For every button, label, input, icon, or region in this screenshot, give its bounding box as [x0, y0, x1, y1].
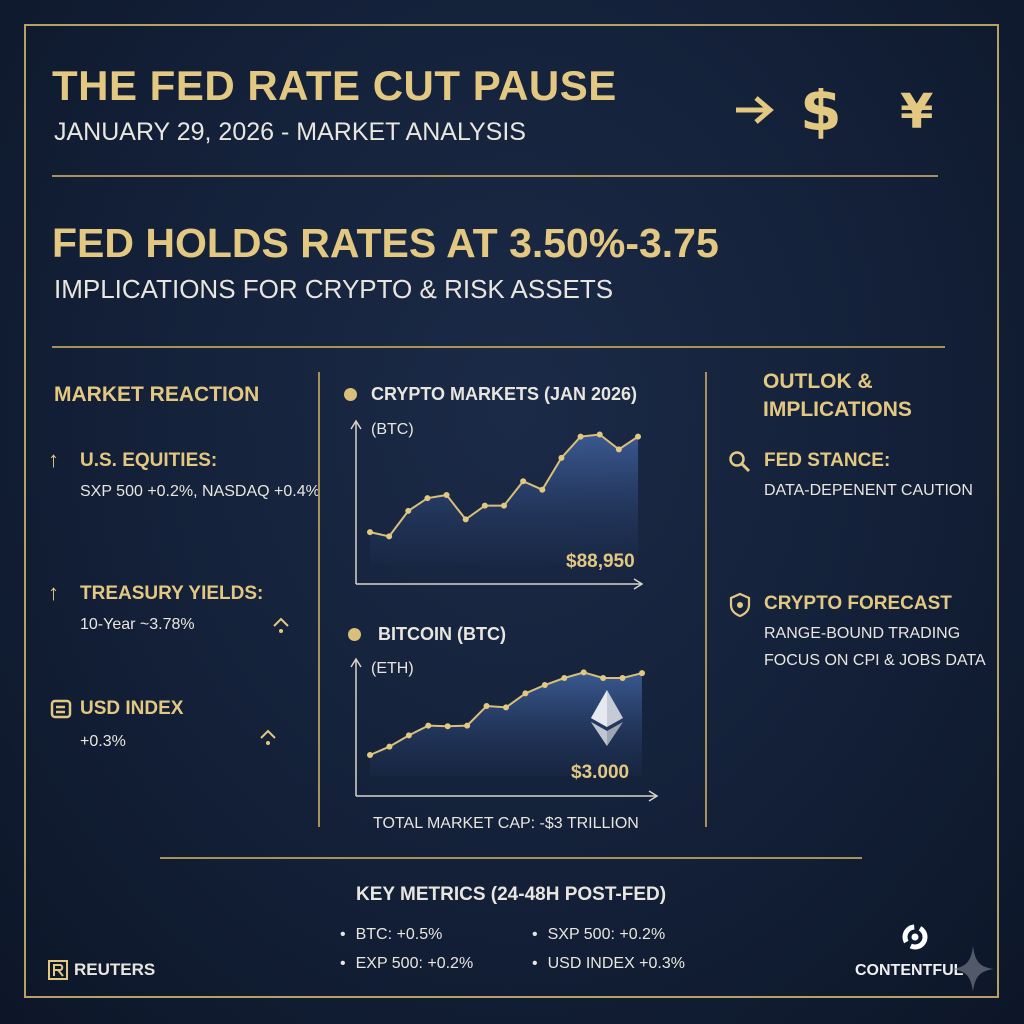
bitcoin-chart	[350, 657, 659, 802]
y-axis-arrow	[350, 657, 362, 668]
data-point	[600, 675, 607, 681]
page-subtitle: JANUARY 29, 2026 - MARKET ANALYSIS	[54, 118, 526, 146]
outlook-title-line2: IMPLICATIONS	[763, 398, 912, 421]
subheadline: IMPLICATIONS FOR CRYPTO & RISK ASSETS	[54, 274, 614, 304]
crypto-markets-chart	[350, 419, 644, 590]
usd-index-value: +0.3%	[80, 733, 126, 750]
page-title: THE FED RATE CUT PAUSE	[52, 62, 617, 109]
divider	[52, 346, 945, 348]
data-point	[405, 732, 412, 739]
crypto-forecast-label: CRYPTO FORECAST	[764, 593, 952, 614]
exchange-icon	[50, 699, 72, 719]
data-point	[481, 502, 488, 509]
data-point	[443, 492, 450, 498]
data-point	[405, 507, 412, 514]
fed-stance-value: DATA-DEPENENT CAUTION	[764, 482, 973, 499]
data-point	[367, 752, 373, 758]
crypto-forecast-line2: FOCUS ON CPI & JOBS DATA	[764, 652, 986, 669]
data-point	[462, 516, 469, 523]
data-point	[539, 486, 546, 493]
key-metrics-title: KEY METRICS (24-48H POST-FED)	[356, 884, 667, 905]
divider	[160, 857, 862, 859]
data-point	[522, 690, 529, 697]
data-point	[541, 682, 548, 688]
chart-top-value: $88,950	[566, 551, 635, 572]
data-point	[558, 454, 565, 461]
chart-top-title: CRYPTO MARKETS (JAN 2026)	[371, 384, 638, 404]
contentful-logo-icon	[902, 924, 928, 950]
data-point	[444, 723, 451, 730]
caret-up-icon	[273, 617, 289, 633]
chart-bottom-axis-label: (ETH)	[371, 660, 414, 677]
gold-frame	[24, 24, 999, 998]
column-divider	[318, 372, 320, 827]
data-point	[503, 704, 509, 711]
area-fill	[370, 672, 642, 776]
data-point	[615, 446, 622, 453]
legend-dot	[344, 388, 357, 401]
area-fill	[370, 434, 638, 564]
crypto-forecast-line1: RANGE-BOUND TRADING	[764, 625, 961, 642]
outlook-title: OUTLOK &	[763, 370, 873, 393]
data-point	[639, 670, 645, 677]
data-point	[425, 722, 432, 729]
data-point	[580, 669, 587, 676]
arrow-up-icon: ↑	[48, 580, 59, 605]
treasury-value: 10-Year ~3.78%	[80, 616, 195, 633]
column-divider	[705, 372, 707, 827]
data-point	[596, 431, 603, 438]
dollar-icon: $	[800, 88, 842, 145]
metric-item: USD INDEX +0.3%	[532, 955, 685, 973]
x-axis-arrow	[648, 790, 659, 802]
data-point	[386, 743, 393, 750]
search-icon	[729, 451, 751, 473]
data-point	[561, 675, 568, 681]
arrow-right-icon	[736, 96, 774, 124]
chart-bottom-title: BITCOIN (BTC)	[378, 624, 506, 644]
market-reaction-title: MARKET REACTION	[54, 383, 260, 406]
y-axis-arrow	[350, 419, 362, 430]
ethereum-icon	[591, 690, 623, 746]
svg-text:¥: ¥	[900, 88, 933, 140]
metric-item: EXP 500: +0.2%	[340, 955, 474, 973]
chart-bottom-value: $3.000	[571, 762, 630, 783]
data-point	[577, 433, 584, 440]
equities-value: SXP 500 +0.2%, NASDAQ +0.4%	[80, 483, 320, 500]
chart-top-axis-label: (BTC)	[371, 421, 414, 438]
caret-up-icon	[260, 729, 276, 745]
data-point	[520, 478, 527, 485]
headline: FED HOLDS RATES AT 3.50%-3.75	[52, 220, 719, 266]
treasury-label: TREASURY YIELDS:	[80, 583, 264, 604]
legend-dot	[348, 628, 361, 641]
metric-item: BTC: +0.5%	[340, 926, 443, 944]
sparkle-icon	[952, 946, 994, 992]
currency-icons: $ ¥	[736, 88, 933, 145]
reuters-logo-icon	[48, 960, 68, 980]
yen-icon: ¥	[900, 88, 933, 140]
data-point	[424, 495, 431, 502]
fed-stance-label: FED STANCE:	[764, 450, 891, 471]
data-point	[619, 675, 626, 681]
divider	[52, 175, 938, 177]
equities-label: U.S. EQUITIES:	[80, 450, 218, 471]
data-point	[635, 433, 641, 440]
data-point	[367, 529, 373, 536]
metric-item: SXP 500: +0.2%	[532, 926, 666, 944]
shield-icon	[729, 592, 751, 618]
svg-text:$: $	[800, 88, 842, 145]
total-market-cap: TOTAL MARKET CAP: -$3 TRILLION	[373, 815, 639, 832]
arrow-up-icon: ↑	[48, 447, 59, 472]
contentful-brand: CONTENTFUL	[855, 962, 964, 979]
data-point	[483, 703, 490, 709]
data-point	[464, 722, 471, 729]
usd-index-label: USD INDEX	[80, 698, 184, 719]
x-axis-arrow	[633, 578, 644, 590]
data-point	[386, 533, 393, 540]
reuters-brand: REUTERS	[74, 960, 156, 979]
data-point	[501, 502, 507, 509]
